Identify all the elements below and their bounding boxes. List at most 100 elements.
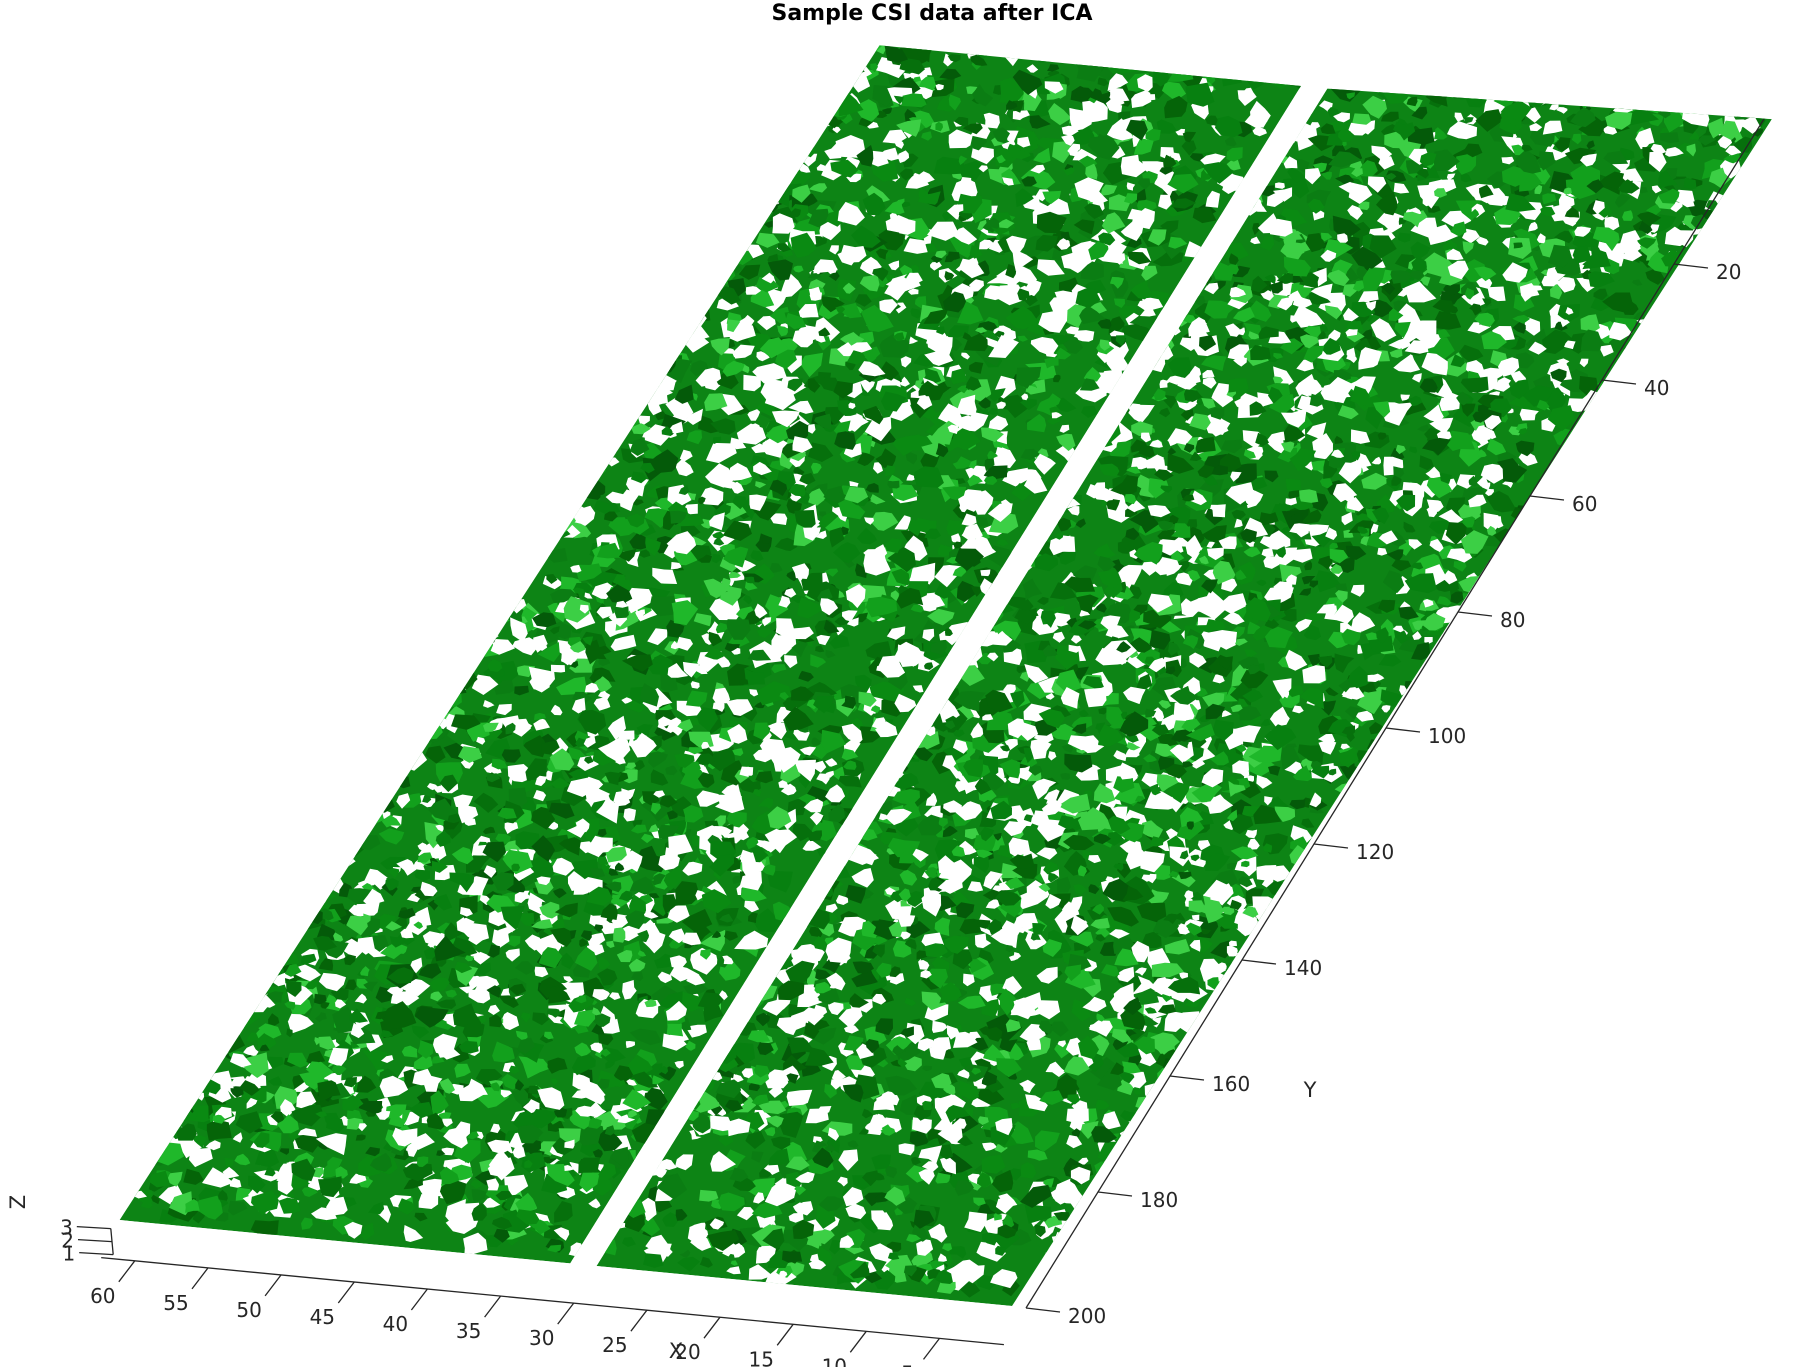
isosurface-left-hole <box>666 1000 687 1021</box>
isosurface-left-patch <box>875 248 889 260</box>
isosurface-right-slab <box>596 88 1772 1307</box>
isosurface-right-patch <box>650 1198 673 1213</box>
isosurface-left-hole <box>1131 90 1152 108</box>
isosurface-left-patch <box>235 1111 263 1134</box>
isosurface-left-hole <box>533 508 553 528</box>
isosurface-left-hole <box>589 913 613 930</box>
isosurface-right-hole <box>925 792 938 806</box>
isosurface-left-patch <box>224 1157 234 1170</box>
isosurface-left-hole <box>471 674 499 695</box>
isosurface-left-patch <box>394 747 404 758</box>
isosurface-left-patch <box>444 922 463 941</box>
isosurface-left-patch <box>558 837 581 856</box>
isosurface-left-hole <box>810 105 824 115</box>
isosurface-left-hole <box>1017 136 1031 148</box>
isosurface-right-hole <box>1418 88 1450 90</box>
isosurface-left-patch <box>892 332 905 342</box>
isosurface-left-patch <box>628 518 650 535</box>
isosurface-left-patch <box>650 802 661 815</box>
isosurface-left-hole <box>1065 326 1080 335</box>
isosurface-left-patch <box>798 670 814 682</box>
isosurface-left-patch <box>984 455 995 472</box>
isosurface-left-patch <box>719 913 734 923</box>
isosurface-left-hole <box>947 204 964 214</box>
isosurface-left-patch <box>268 1013 280 1026</box>
isosurface-left-patch <box>531 919 553 929</box>
isosurface-left-patch <box>619 411 640 428</box>
isosurface-left-patch <box>1029 115 1051 129</box>
isosurface-left-patch <box>1044 357 1059 369</box>
isosurface-left-patch <box>747 332 774 351</box>
isosurface-left-patch <box>910 604 924 613</box>
isosurface-right-patch <box>1178 871 1192 880</box>
isosurface-left-hole <box>287 1013 314 1034</box>
isosurface-left-patch <box>830 159 859 178</box>
isosurface-left-patch <box>278 1197 301 1214</box>
isosurface-left-patch <box>417 1156 429 1167</box>
isosurface-left-patch <box>369 1152 392 1172</box>
isosurface-right-hole <box>1261 547 1274 558</box>
isosurface-left-patch <box>487 659 503 672</box>
isosurface-right-patch <box>973 1197 986 1206</box>
isosurface-left-patch <box>863 405 884 425</box>
isosurface-left-patch <box>517 1124 544 1144</box>
isosurface-left-patch <box>561 952 575 970</box>
isosurface-left-patch <box>698 554 712 563</box>
isosurface-left-patch <box>385 878 399 891</box>
isosurface-left-patch <box>629 894 647 918</box>
isosurface-left-hole <box>799 746 817 756</box>
isosurface-left-hole <box>1120 221 1144 241</box>
isosurface-left-patch <box>492 1041 515 1063</box>
isosurface-right-hole <box>1189 652 1207 668</box>
isosurface-left-hole <box>550 704 563 716</box>
isosurface-left-patch <box>698 496 706 505</box>
isosurface-left-patch <box>810 654 827 668</box>
isosurface-left-hole <box>1280 69 1290 78</box>
isosurface-left-patch <box>300 953 317 965</box>
isosurface-left-hole <box>912 685 924 693</box>
isosurface-left-hole <box>752 363 787 384</box>
isosurface-left-patch <box>917 191 941 205</box>
isosurface-left-hole <box>875 721 898 738</box>
isosurface-left-hole <box>736 423 767 445</box>
isosurface-left-patch <box>417 1040 434 1059</box>
isosurface-left-hole <box>886 626 906 640</box>
isosurface-left-hole <box>668 928 687 944</box>
isosurface-left-patch <box>206 1062 217 1069</box>
isosurface-right-patch <box>1334 435 1344 446</box>
isosurface-left-patch <box>575 563 602 582</box>
isosurface-left-hole <box>778 780 789 788</box>
isosurface-left-patch <box>648 824 660 833</box>
isosurface-left-patch <box>193 1195 223 1220</box>
isosurface-left-patch <box>910 264 919 273</box>
isosurface-left-patch <box>797 597 825 619</box>
isosurface-right-patch <box>1378 654 1402 667</box>
isosurface-left-patch <box>767 259 793 281</box>
isosurface-right-patch <box>862 1170 879 1187</box>
isosurface-right-hole <box>1422 599 1434 608</box>
isosurface-right-patch <box>1397 232 1411 243</box>
isosurface-right-patch <box>1309 580 1319 588</box>
isosurface-left-hole <box>537 1087 565 1110</box>
isosurface-left-hole <box>784 588 797 598</box>
isosurface-right-hole <box>1309 122 1321 131</box>
isosurface-left-patch <box>790 686 815 702</box>
isosurface-left-patch <box>574 1009 596 1027</box>
isosurface-left-patch <box>429 977 450 992</box>
isosurface-left-hole <box>422 931 441 947</box>
isosurface-left-patch <box>851 225 881 248</box>
isosurface-left-patch <box>538 947 563 969</box>
isosurface-right-hole <box>1250 236 1261 245</box>
isosurface-left-patch <box>884 45 908 63</box>
isosurface-left-patch <box>572 587 585 595</box>
isosurface-left-patch <box>1284 66 1302 82</box>
isosurface-left-patch <box>709 746 736 772</box>
isosurface-right-patch <box>1274 806 1296 822</box>
isosurface-left-hole <box>749 689 759 697</box>
isosurface-left-patch <box>803 488 827 506</box>
isosurface-left-patch <box>1084 203 1104 219</box>
isosurface-left-patch <box>811 737 821 747</box>
isosurface-left-hole <box>858 361 886 377</box>
isosurface-left-patch <box>762 536 772 544</box>
